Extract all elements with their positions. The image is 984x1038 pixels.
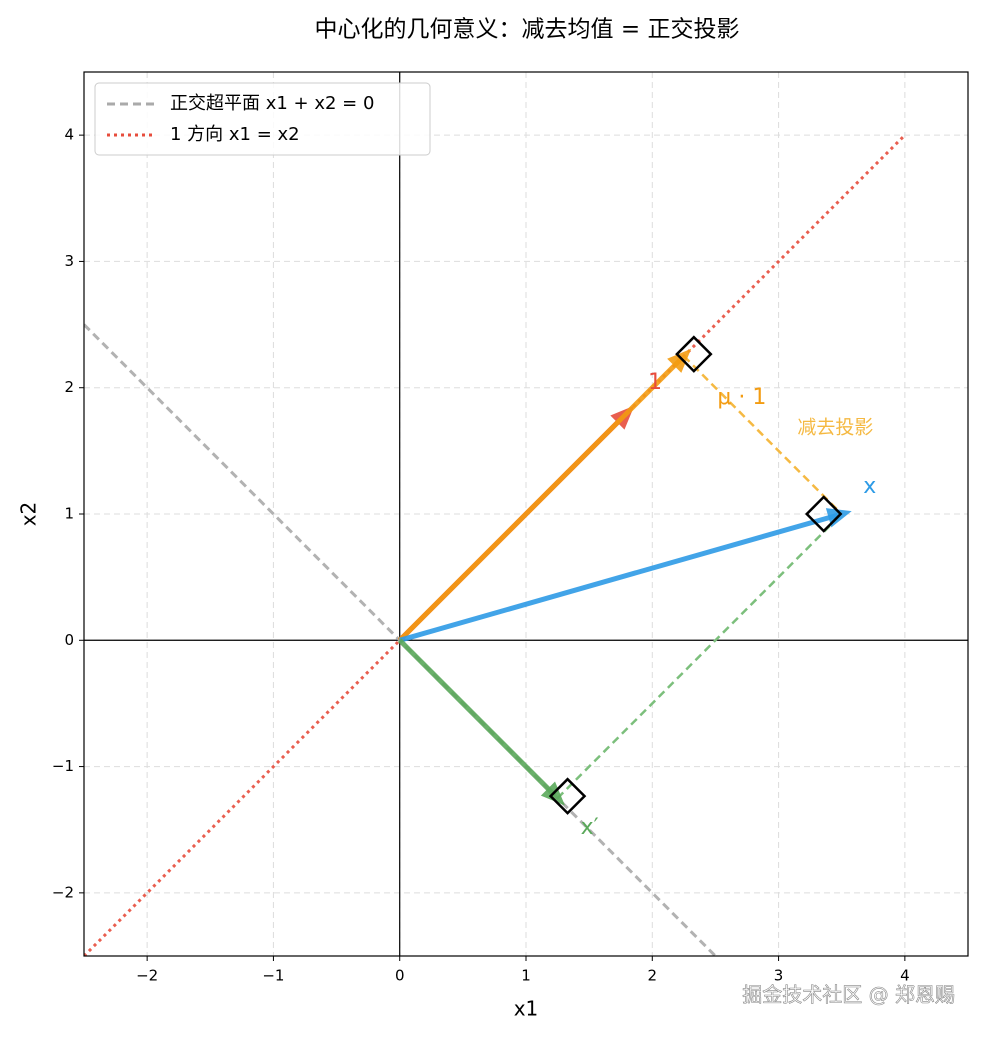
vector-head (667, 348, 692, 373)
vector-label: 1 (648, 370, 662, 395)
y-tick-label: 2 (64, 378, 74, 396)
y-tick-label: 4 (64, 126, 74, 144)
vector-shaft (397, 357, 683, 643)
vector-label: x′ (581, 815, 599, 840)
x-axis-label: x1 (514, 997, 539, 1021)
legend-label: 正交超平面 x1 + x2 = 0 (170, 93, 374, 114)
watermark: 掘金技术社区 @ 郑恩赐 (742, 983, 955, 1007)
y-axis-label: x2 (17, 502, 41, 527)
y-tick-label: −2 (52, 883, 74, 901)
vector-label: μ · 1 (717, 385, 766, 410)
plot-frame (83, 71, 969, 957)
y-tick-label: 0 (64, 631, 74, 649)
legend: 正交超平面 x1 + x2 = 0 1 方向 x1 = x2 (94, 82, 431, 156)
y-tick-label: 3 (64, 252, 74, 270)
right-angle-marker (548, 777, 587, 815)
right-angle-marker (675, 335, 713, 373)
x-tick-label: 2 (648, 967, 658, 985)
x-tick-label: −2 (136, 967, 158, 985)
reference-line (84, 134, 906, 956)
annotation: 减去投影 (797, 417, 873, 439)
plot (84, 72, 968, 956)
x-tick-label: −1 (262, 967, 284, 985)
vector-label: x (863, 474, 876, 499)
x-tick-label: 3 (774, 967, 784, 985)
x-tick-label: 0 (395, 967, 405, 985)
legend-label: 1 方向 x1 = x2 (170, 124, 300, 145)
x-tick-label: 4 (900, 967, 910, 985)
x-tick-label: 1 (521, 967, 531, 985)
right-angle-marker (804, 495, 843, 533)
projection-line (682, 355, 843, 515)
chart-title: 中心化的几何意义：减去均值 = 正交投影 (315, 17, 740, 43)
vector-shaft (397, 638, 557, 798)
projection-line (556, 513, 843, 800)
legend-box (94, 82, 431, 156)
y-tick-label: −1 (52, 757, 74, 775)
vector-shaft (399, 512, 839, 643)
y-tick-label: 1 (64, 505, 74, 523)
